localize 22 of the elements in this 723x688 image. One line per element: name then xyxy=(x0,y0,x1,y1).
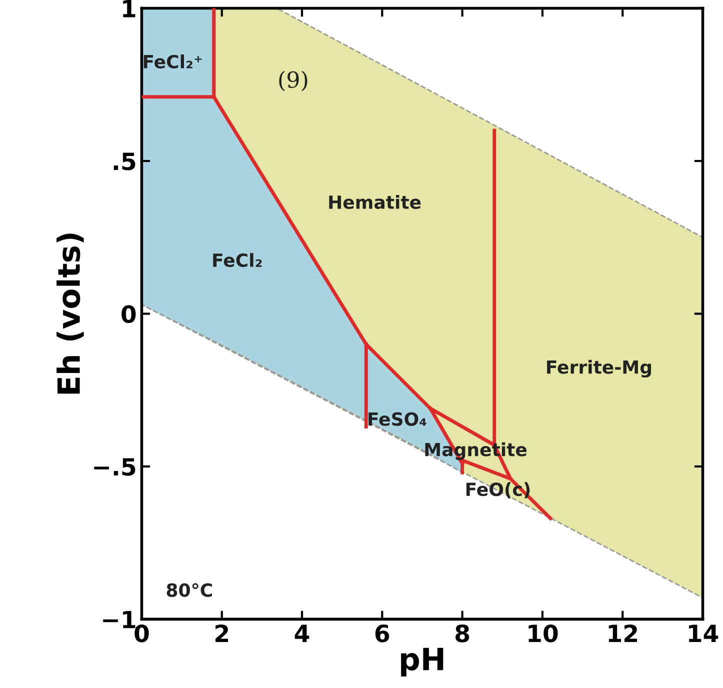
x-tick-label: 2 xyxy=(216,624,228,642)
annotation: Ferrite-Mg xyxy=(547,360,652,378)
x-tick-label: 8 xyxy=(456,624,470,642)
x-tick-label: 14 xyxy=(688,624,718,642)
x-axis-title: pH xyxy=(401,648,444,676)
annotation: FeCl₂⁺ xyxy=(144,54,202,68)
annotation: Hematite xyxy=(329,195,421,209)
annotation: (9) xyxy=(279,70,308,92)
x-tick-label: 6 xyxy=(375,624,390,642)
x-tick-label: 4 xyxy=(294,624,310,642)
x-tick-label: 12 xyxy=(608,624,637,642)
y-tick-label: 0 xyxy=(122,305,136,324)
x-tick-label: 0 xyxy=(134,624,149,642)
x-tick-label: 10 xyxy=(528,624,558,642)
annotation: 80°C xyxy=(166,583,212,597)
annotation: FeCl₂ xyxy=(213,253,262,268)
y-tick-label: −.5 xyxy=(94,458,136,476)
y-tick-label: −1 xyxy=(103,610,136,628)
y-tick-label: .5 xyxy=(114,152,136,170)
y-tick-label: 1 xyxy=(123,0,136,18)
annotation: FeSO₄ xyxy=(368,412,426,426)
y-axis-title: Eh (volts) xyxy=(56,234,84,394)
